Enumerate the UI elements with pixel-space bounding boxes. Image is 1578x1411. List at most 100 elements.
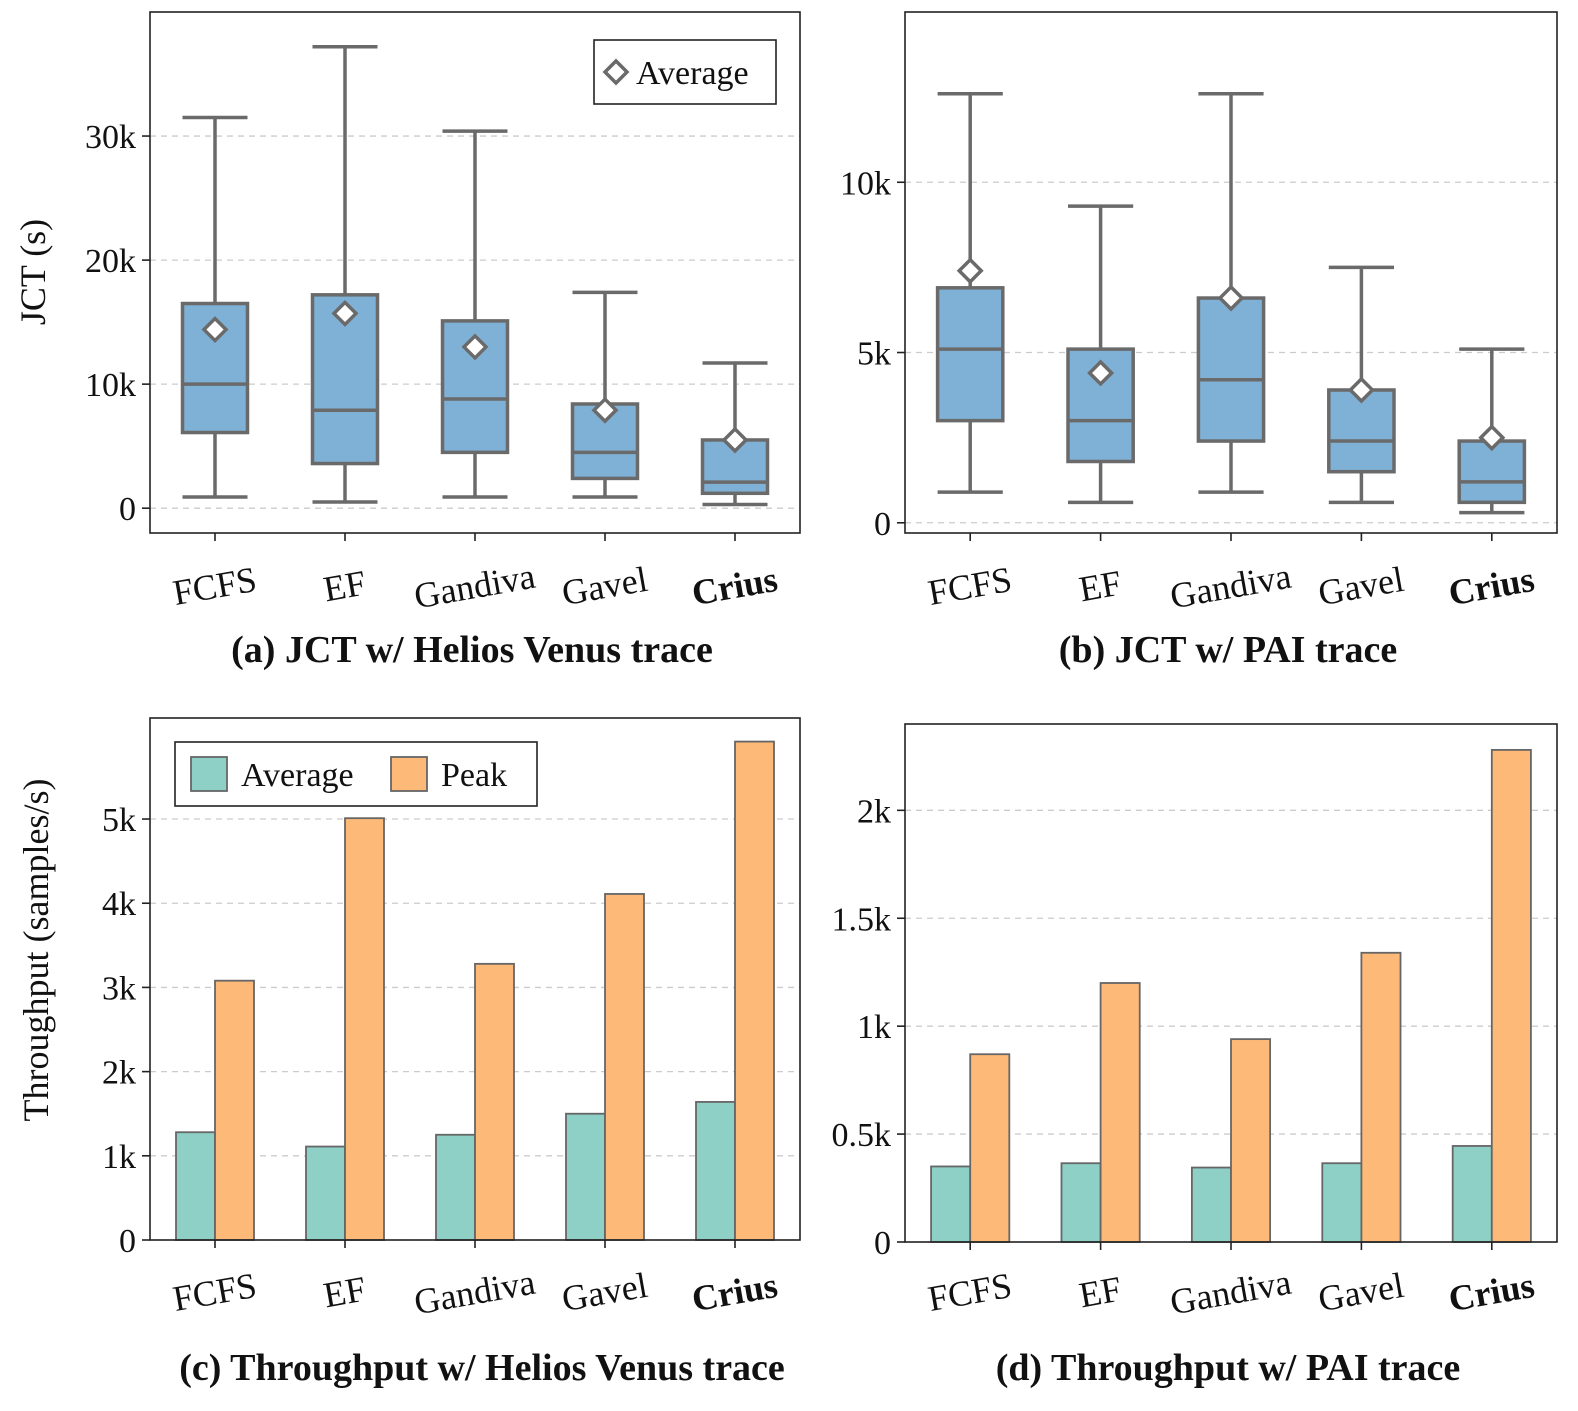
x-tick-label: Gavel (1315, 559, 1407, 613)
y-tick-label: 0 (874, 1225, 891, 1262)
panel-caption: (b) JCT w/ PAI trace (1059, 629, 1397, 671)
box-gandiva (1196, 91, 1266, 494)
y-tick-label: 1k (102, 1139, 136, 1176)
iqr-box (1457, 439, 1527, 505)
bar-average-crius (695, 1101, 736, 1241)
box-fcfs (180, 115, 250, 499)
bar-average-crius (1451, 1145, 1493, 1243)
legend-label: Peak (441, 757, 507, 794)
y-tick-label: 3k (102, 970, 136, 1007)
legend-swatch-peak (390, 756, 428, 792)
y-tick-label: 1k (857, 1009, 891, 1046)
x-tick-label: Gandiva (411, 1262, 538, 1323)
x-tick-label: FCFS (925, 1265, 1015, 1319)
bar-peak-crius (1490, 749, 1532, 1243)
panel-b: 0 5k 10k FCFS EF Gandiva Gavel Crius (b) JCT w/ … (840, 11, 1558, 671)
mean-marker (956, 257, 984, 285)
bar-peak-gandiva (1230, 1038, 1272, 1243)
x-tick-label: Gandiva (1167, 556, 1294, 617)
y-tick-label: 1.5k (832, 901, 892, 938)
mean-marker (201, 316, 229, 344)
legend: Average Peak (174, 741, 538, 807)
x-tick-label: FCFS (170, 1265, 260, 1319)
mean-marker (1478, 424, 1506, 452)
y-tick-label: 2k (102, 1055, 136, 1092)
x-tick-label: EF (1076, 1269, 1124, 1316)
panel-c: 0 1k 2k 3k 4k 5k FCFS EF Gandiva Gavel Crius Throug… (16, 717, 801, 1389)
panel-caption: (c) Throughput w/ Helios Venus trace (179, 1347, 785, 1389)
x-tick-label: Gandiva (411, 556, 538, 617)
legend-swatch-average (190, 756, 228, 792)
y-tick-label: 30k (85, 119, 136, 156)
iqr-box (1196, 296, 1266, 443)
legend-label: Average (636, 55, 749, 92)
bar-peak-ef (1099, 982, 1141, 1243)
y-tick-label: 5k (857, 336, 891, 373)
y-tick-label: 5k (102, 802, 136, 839)
x-tick-label: EF (320, 563, 368, 610)
bar-peak-gavel (604, 893, 645, 1241)
bar-peak-ef (344, 817, 385, 1241)
iqr-box (310, 293, 380, 466)
y-axis-label: Throughput (samples/s) (16, 779, 56, 1122)
box-ef (310, 44, 380, 504)
mean-marker (1347, 376, 1375, 404)
iqr-box (440, 319, 510, 455)
mean-marker (1217, 284, 1245, 312)
mean-marker (591, 396, 619, 424)
bar-peak-gavel (1360, 951, 1402, 1243)
bar-average-fcfs (175, 1131, 216, 1241)
box-gavel (1327, 265, 1396, 505)
y-tick-label: 0 (119, 491, 136, 528)
y-tick-label: 10k (840, 165, 891, 202)
bar-average-gavel (565, 1112, 606, 1241)
panel-d: 0 0.5k 1k 1.5k 2k FCFS EF Gandiva Gavel Crius (d) … (832, 723, 1558, 1389)
mean-marker (1087, 359, 1115, 387)
y-tick-label: 0 (119, 1223, 136, 1260)
bar-average-ef (305, 1145, 346, 1241)
mean-marker (461, 333, 489, 361)
x-tick-label: FCFS (170, 559, 260, 613)
box-crius (700, 361, 770, 507)
bar-peak-gandiva (474, 962, 515, 1241)
mean-marker (721, 426, 749, 454)
y-tick-label: 10k (85, 367, 136, 404)
panel-caption: (d) Throughput w/ PAI trace (996, 1347, 1460, 1389)
legend-frame (174, 741, 538, 807)
bar-average-gandiva (435, 1133, 476, 1241)
y-tick-label: 0.5k (832, 1117, 892, 1154)
box-crius (1457, 347, 1527, 515)
x-tick-label: Crius (689, 559, 781, 613)
x-tick-label: EF (320, 1269, 368, 1316)
legend: Average (593, 39, 777, 105)
box-ef (1066, 204, 1135, 505)
bar-peak-crius (734, 740, 775, 1241)
y-tick-label: 0 (874, 506, 891, 543)
y-tick-label: 20k (85, 243, 136, 280)
legend-label: Average (241, 757, 354, 794)
bar-average-gandiva (1190, 1166, 1232, 1243)
x-tick-label: Crius (689, 1265, 781, 1319)
box-gandiva (440, 129, 510, 499)
x-tick-label: Gavel (559, 1265, 651, 1319)
y-tick-label: 2k (857, 793, 891, 830)
bar-peak-fcfs (969, 1053, 1011, 1243)
panel-caption: (a) JCT w/ Helios Venus trace (231, 629, 713, 671)
x-tick-label: Gandiva (1167, 1262, 1294, 1323)
panel-a: 0 10k 20k 30k FCFS EF Gandiva Gavel Crius JCT (s)… (13, 11, 801, 671)
legend-mean-marker (602, 58, 630, 86)
box-gavel (570, 290, 640, 499)
y-axis-label: JCT (s) (13, 219, 53, 325)
x-tick-label: Crius (1446, 559, 1538, 613)
x-tick-label: Gavel (1315, 1265, 1407, 1319)
bar-average-fcfs (930, 1165, 972, 1243)
x-tick-label: Crius (1446, 1265, 1538, 1319)
x-tick-label: Gavel (559, 559, 651, 613)
bar-peak-fcfs (214, 979, 255, 1241)
iqr-box (935, 286, 1005, 423)
bar-average-gavel (1321, 1162, 1363, 1243)
mean-marker (331, 299, 359, 327)
bar-average-ef (1060, 1162, 1102, 1243)
y-tick-label: 4k (102, 886, 136, 923)
